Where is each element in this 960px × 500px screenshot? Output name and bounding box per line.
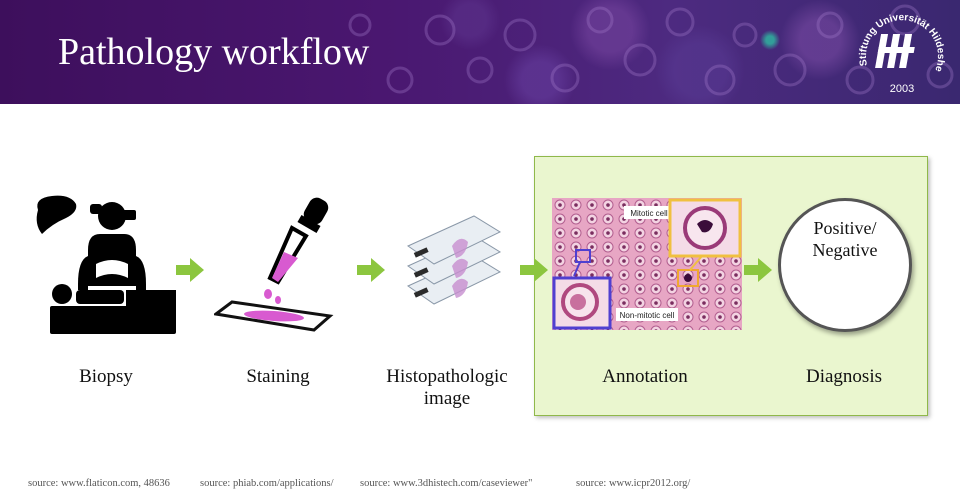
slides-icon <box>406 215 502 305</box>
arrow-right-icon <box>176 258 204 282</box>
microscopy-annotation-image: Mitotic cell Non-mitotic cell <box>552 198 742 330</box>
cell-pattern-background <box>348 4 954 96</box>
step-label-annotation: Annotation <box>602 366 688 387</box>
arrow-right-icon <box>520 258 548 282</box>
source-icpr: source: www.icpr2012.org/ <box>576 478 691 489</box>
non-mitotic-cell-label: Non-mitotic cell <box>620 311 675 320</box>
diagnosis-circle: Positive/ Negative <box>778 198 912 332</box>
step-label-diagnosis: Diagnosis <box>806 366 882 387</box>
source-3dhistech: source: www.3dhistech.com/caseviewer" <box>360 478 533 489</box>
university-logo: Stiftung Universität Hildesheim 2003 <box>850 6 946 95</box>
pipette-icon <box>214 197 334 332</box>
page-title: Pathology workflow <box>58 31 370 73</box>
logo-year: 2003 <box>890 83 914 95</box>
diagnosis-negative: Negative <box>812 240 878 260</box>
mitotic-cell-label: Mitotic cell <box>630 209 668 218</box>
source-flaticon: source: www.flaticon.com, 48636 <box>28 478 170 489</box>
step-label-histopathologic-image: Histopathologic image <box>386 366 508 409</box>
step-label-staining: Staining <box>246 366 310 387</box>
arrow-right-icon <box>357 258 385 282</box>
step-label-biopsy: Biopsy <box>79 366 133 387</box>
doctor-icon <box>36 195 176 334</box>
header-banner: Pathology workflow Stiftung Universität … <box>0 0 960 104</box>
source-phiab: source: phiab.com/applications/ <box>200 478 334 489</box>
arrow-right-icon <box>744 258 772 282</box>
diagnosis-positive: Positive/ <box>813 218 877 238</box>
